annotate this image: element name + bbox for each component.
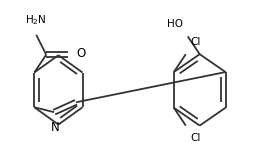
Text: Cl: Cl: [191, 133, 201, 142]
Text: Cl: Cl: [191, 37, 201, 47]
Text: N: N: [51, 121, 59, 134]
Text: HO: HO: [167, 19, 183, 29]
Text: O: O: [76, 47, 85, 60]
Text: H$_2$N: H$_2$N: [25, 13, 47, 27]
